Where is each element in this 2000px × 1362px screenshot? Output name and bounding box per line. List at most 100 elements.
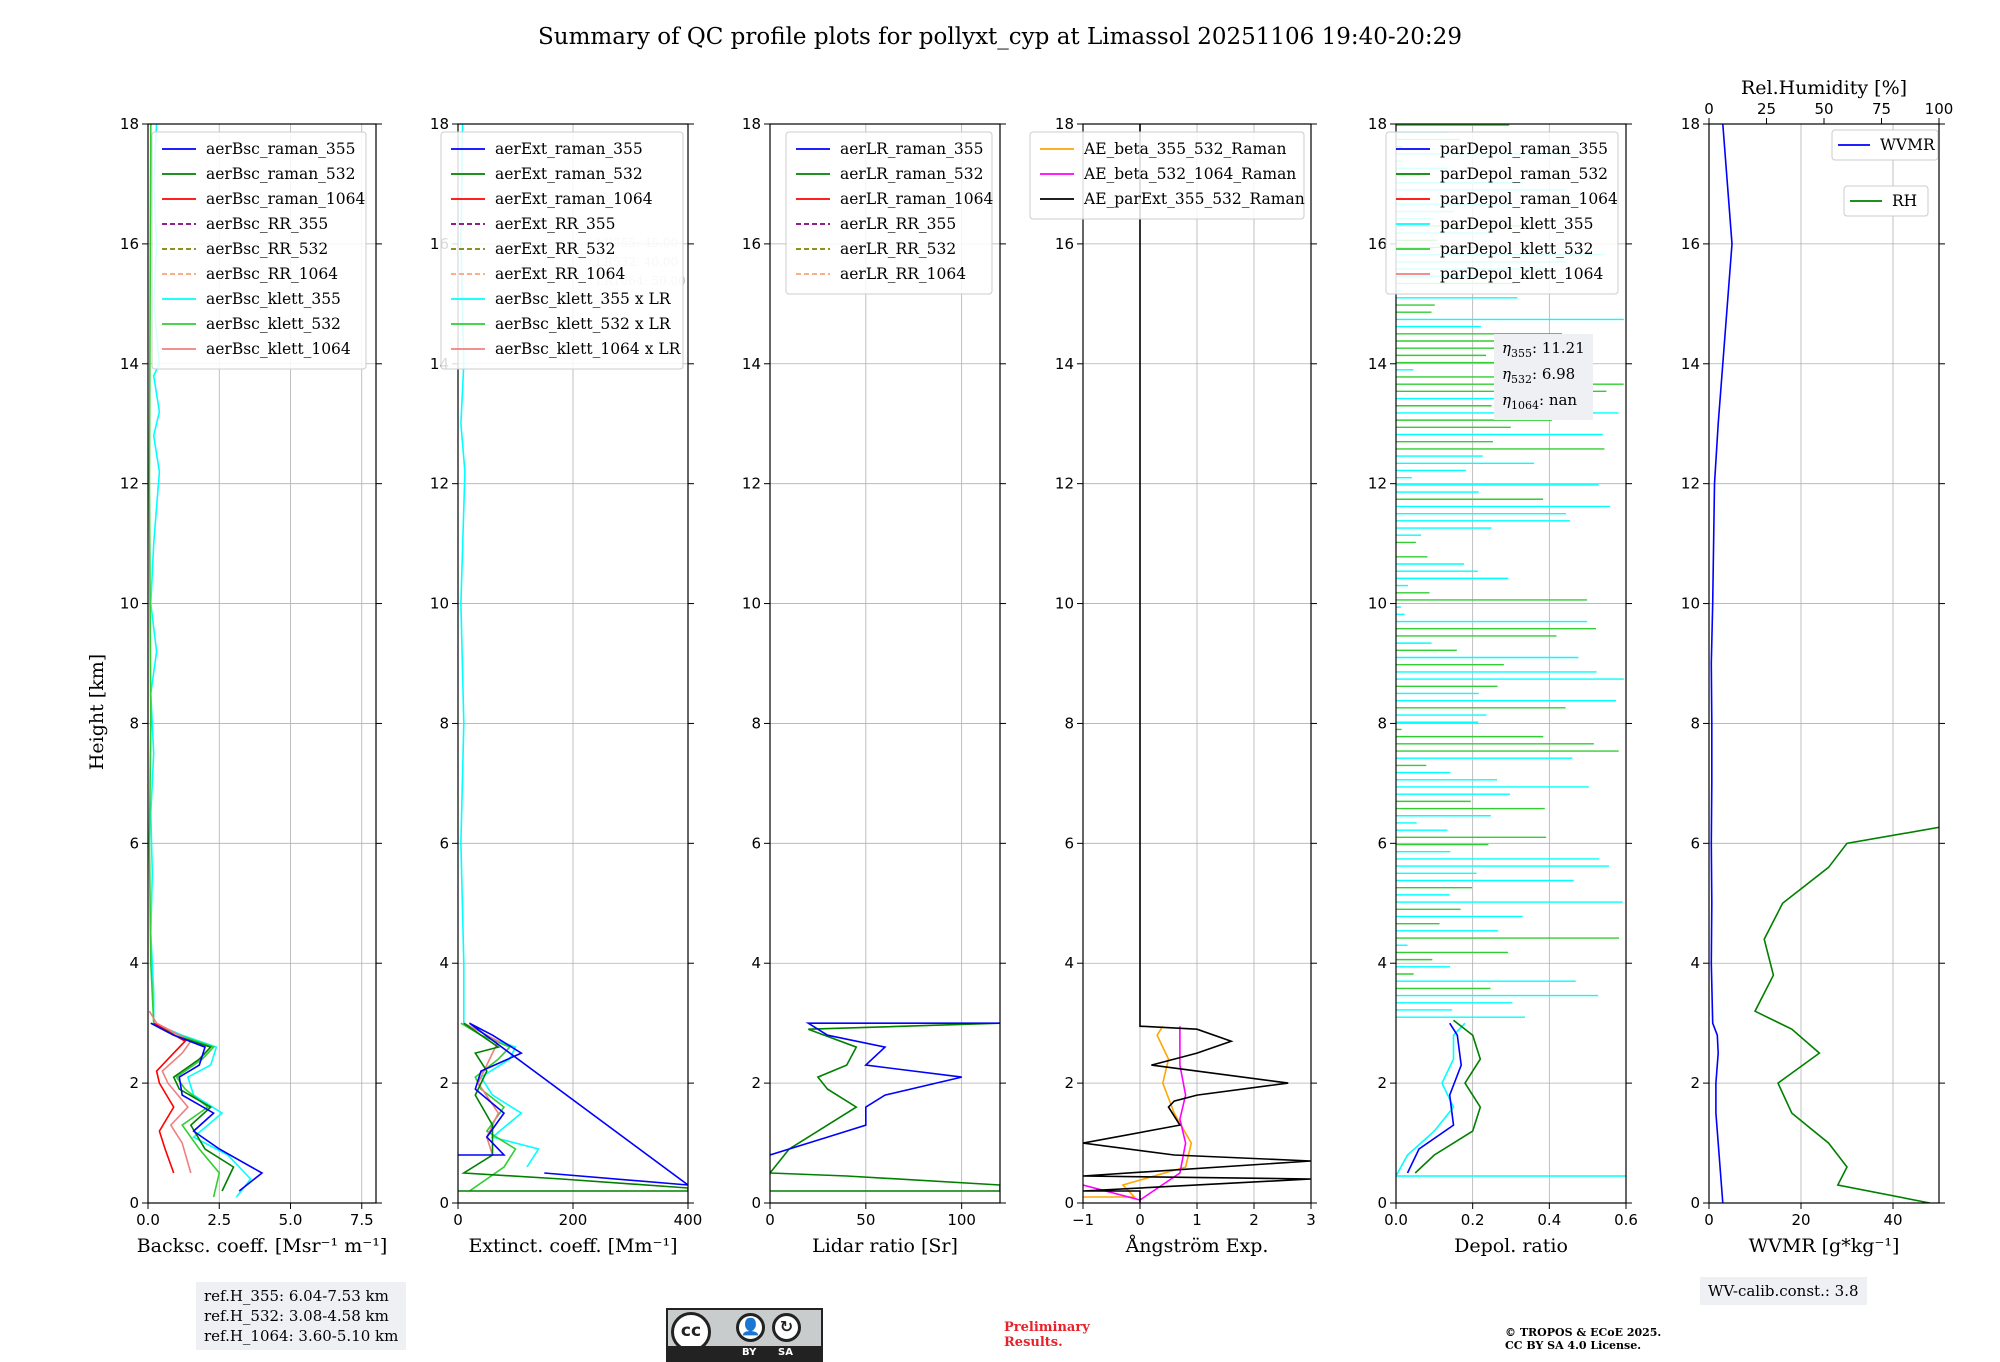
y-tick-label: 2 (751, 1074, 761, 1092)
series-aerExt_raman_532 (458, 1022, 688, 1192)
y-tick-label: 8 (751, 714, 761, 732)
legend-label: aerExt_raman_355 (495, 140, 643, 158)
legend-box (1843, 185, 1929, 217)
y-tick-label: 14 (1681, 355, 1700, 373)
legend-label: aerExt_RR_532 (495, 240, 616, 258)
series-parDepol_klett_355 (1396, 1022, 1626, 1177)
ref-height-355: ref.H_355: 6.04-7.53 km (204, 1287, 389, 1305)
series-aerBsc_klett_1064 (148, 1010, 192, 1174)
figure-title: Summary of QC profile plots for pollyxt_… (538, 24, 1462, 50)
y-tick-label: 0 (1377, 1194, 1387, 1212)
series-WVMR (1710, 124, 1733, 1203)
y-tick-label: 18 (1368, 115, 1387, 133)
x-tick-label: 200 (559, 1211, 588, 1229)
top-x-axis-label: Rel.Humidity [%] (1741, 77, 1907, 99)
top-x-tick-label: 50 (1814, 100, 1833, 118)
series-aerExt_raman_355 (458, 1022, 688, 1186)
y-tick-label: 2 (129, 1074, 139, 1092)
legend-label: aerBsc_raman_1064 (206, 190, 366, 208)
y-tick-label: 8 (129, 714, 139, 732)
wv-calib-box: WV-calib.const.: 3.8 (1700, 1277, 1867, 1305)
y-tick-label: 10 (430, 595, 449, 613)
y-tick-label: 8 (439, 714, 449, 732)
axes-frame (147, 123, 377, 1204)
y-tick-label: 8 (1064, 714, 1074, 732)
x-tick-label: 100 (947, 1211, 976, 1229)
x-tick-label: 0.0 (136, 1211, 160, 1229)
legend-label: aerLR_raman_1064 (840, 190, 993, 208)
y-tick-label: 4 (129, 954, 139, 972)
series-aerBsc_klett_532 x LR (460, 1022, 517, 1192)
legend-label: parDepol_raman_1064 (1440, 190, 1618, 208)
x-tick-label: 0.2 (1461, 1211, 1485, 1229)
series-aerLR_raman_532 (770, 1022, 1000, 1192)
y-tick-label: 18 (120, 115, 139, 133)
legend-box (1029, 131, 1305, 220)
legend-label: AE_beta_532_1064_Raman (1083, 165, 1296, 183)
x-tick-label: 0.0 (1384, 1211, 1408, 1229)
legend-label: aerBsc_raman_532 (206, 165, 356, 183)
y-tick-label: 4 (439, 954, 449, 972)
x-tick-label: 50 (856, 1211, 875, 1229)
y-tick-label: 18 (742, 115, 761, 133)
series-aerLR_raman_355 (770, 1022, 1000, 1156)
x-axis-label: Lidar ratio [Sr] (812, 1235, 958, 1257)
y-tick-label: 6 (1690, 834, 1700, 852)
x-axis-label: Extinct. coeff. [Mm⁻¹] (468, 1235, 677, 1257)
y-tick-label: 0 (751, 1194, 761, 1212)
y-tick-label: 0 (1690, 1194, 1700, 1212)
x-axis-label: Backsc. coeff. [Msr⁻¹ m⁻¹] (137, 1235, 388, 1257)
y-tick-label: 10 (1368, 595, 1387, 613)
y-tick-label: 16 (120, 235, 139, 253)
legend-label: aerExt_RR_355 (495, 215, 616, 233)
legend-label: RH (1892, 192, 1917, 210)
series-aerBsc_raman_1064 (153, 1022, 187, 1174)
legend-label: aerBsc_klett_1064 (206, 340, 351, 358)
legend-label: aerBsc_raman_355 (206, 140, 356, 158)
legend-label: aerBsc_klett_532 (206, 315, 341, 333)
legend-label: aerBsc_klett_355 x LR (495, 290, 672, 308)
series-RH (1753, 826, 1939, 1203)
legend-label: aerExt_raman_532 (495, 165, 643, 183)
series-AE_beta_532_1064_Raman (1083, 1026, 1187, 1201)
y-tick-label: 6 (751, 834, 761, 852)
legend-label: aerBsc_RR_355 (206, 215, 328, 233)
preliminary-note: Preliminary Results. (1004, 1320, 1090, 1350)
y-tick-label: 10 (120, 595, 139, 613)
eta-355: η355: 11.21 (1502, 339, 1585, 360)
x-tick-label: 0 (1135, 1211, 1145, 1229)
x-tick-label: 0 (1704, 1211, 1714, 1229)
panel-lr: 0 2 4 6 8 10 12 14 16 18 0 50 100 Lidar ratio [Sr] aer… (742, 115, 1006, 1257)
y-tick-label: 12 (1681, 475, 1700, 493)
y-tick-label: 2 (1064, 1074, 1074, 1092)
y-tick-label: 0 (439, 1194, 449, 1212)
y-axis-label: Height [km] (86, 654, 108, 770)
y-tick-label: 4 (1064, 954, 1074, 972)
y-tick-label: 2 (1377, 1074, 1387, 1092)
y-tick-label: 10 (1681, 595, 1700, 613)
y-tick-label: 16 (1368, 235, 1387, 253)
axes-frame (1708, 123, 1940, 1204)
cc-sa-label: SA (778, 1347, 793, 1358)
top-x-tick-label: 0 (1704, 100, 1714, 118)
y-tick-label: 18 (1681, 115, 1700, 133)
legend-box (151, 131, 367, 370)
legend-label: aerExt_raman_1064 (495, 190, 653, 208)
ref-heights-box: ref.H_355: 6.04-7.53 km ref.H_532: 3.08-… (196, 1282, 407, 1350)
x-tick-label: 1 (1192, 1211, 1202, 1229)
top-x-tick-label: 75 (1872, 100, 1891, 118)
legend-label: parDepol_klett_532 (1440, 240, 1593, 258)
y-tick-label: 14 (742, 355, 761, 373)
legend-label: aerLR_RR_355 (840, 215, 956, 233)
legend-label: AE_parExt_355_532_Raman (1083, 190, 1305, 208)
legend-label: aerLR_raman_355 (840, 140, 983, 158)
legend-label: parDepol_klett_1064 (1440, 265, 1603, 283)
legend-box (785, 131, 993, 295)
wv-calib-label: WV-calib.const.: 3.8 (1708, 1282, 1859, 1300)
legend-box (1385, 131, 1619, 295)
axes-frame (1395, 123, 1627, 1204)
y-tick-label: 6 (1064, 834, 1074, 852)
x-tick-label: 0.4 (1537, 1211, 1561, 1229)
sa-share-icon: ↻ (772, 1313, 801, 1342)
